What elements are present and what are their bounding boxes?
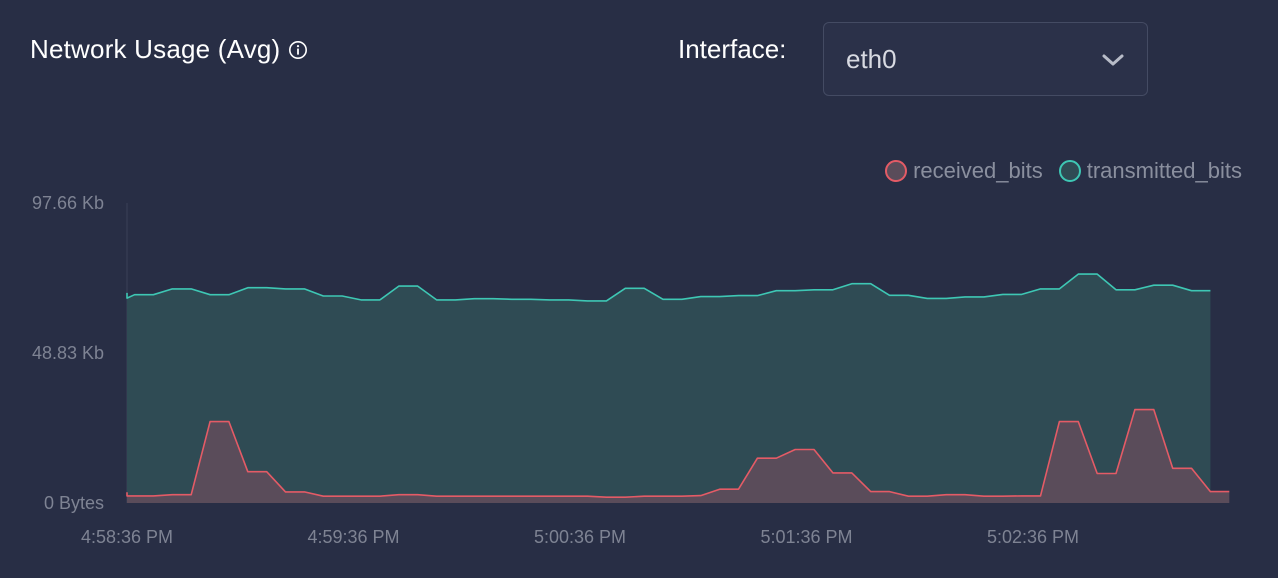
x-tick-label: 5:00:36 PM [534,527,626,547]
info-icon[interactable] [288,40,308,60]
x-tick-label: 5:02:36 PM [987,527,1079,547]
chevron-down-icon[interactable] [1101,49,1125,71]
legend-swatch-transmitted [1058,160,1081,182]
legend-item-received[interactable]: received_bits [885,158,1043,184]
page-title: Network Usage (Avg) [30,34,281,64]
legend-label-transmitted: transmitted_bits [1086,158,1242,183]
chart-title-row: Network Usage (Avg) [30,34,308,65]
x-tick-label: 4:58:36 PM [81,527,173,547]
interface-label: Interface: [678,34,787,64]
interface-select[interactable]: eth0 [823,22,1148,96]
x-tick-label: 5:01:36 PM [760,527,852,547]
transmitted-series-line[interactable] [126,273,1211,302]
y-tick-label: 0 Bytes [44,493,104,513]
y-tick-label: 48.83 Kb [32,343,104,363]
legend-swatch-received [885,160,908,182]
received-series-line[interactable] [126,408,1230,498]
legend-item-transmitted[interactable]: transmitted_bits [1058,158,1242,184]
interface-select-value: eth0 [846,43,897,74]
received-area [127,409,1230,503]
transmitted-area [127,274,1211,503]
y-tick-label: 97.66 Kb [32,193,104,213]
chart-legend: received_bits transmitted_bits [885,158,1242,184]
x-tick-label: 4:59:36 PM [307,527,399,547]
legend-label-received: received_bits [913,158,1043,183]
